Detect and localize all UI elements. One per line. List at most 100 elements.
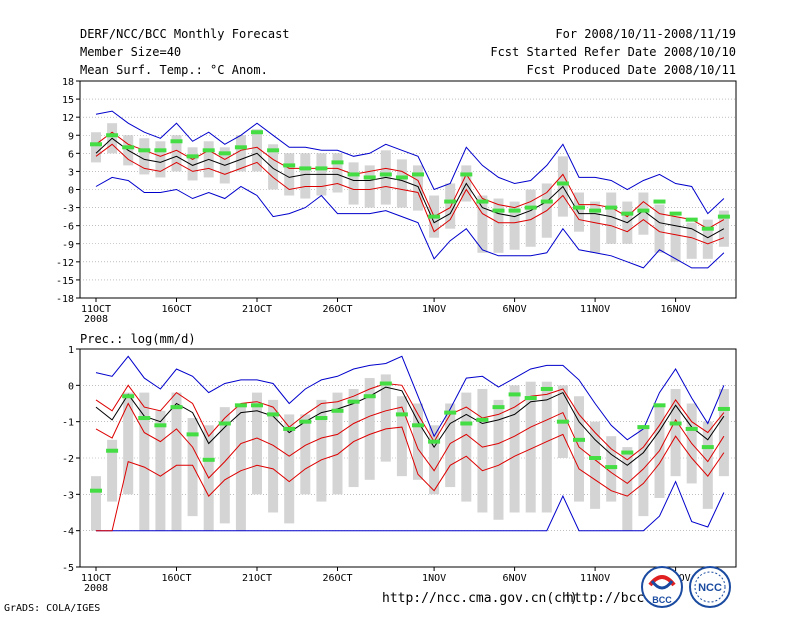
y-tick-label: -5 xyxy=(62,563,74,574)
ensemble-bar xyxy=(171,135,182,172)
chart-panel-1: 18 15 12 9 6 3 0 -3 -6 -9 -12 -15 -18 11OCT 16OCT 21OCT… xyxy=(56,77,737,325)
median-marker xyxy=(701,226,714,231)
median-marker xyxy=(428,214,441,219)
median-marker xyxy=(122,145,135,150)
median-marker xyxy=(283,426,296,431)
x-tick-label: 6NOV xyxy=(503,304,527,315)
y-tick-label: -18 xyxy=(56,294,74,305)
year-label: 2008 xyxy=(84,314,108,325)
median-marker xyxy=(621,211,634,216)
series-line-max xyxy=(95,110,725,215)
median-marker xyxy=(717,406,730,411)
median-marker xyxy=(218,421,231,426)
median-marker xyxy=(685,217,698,222)
ensemble-bar xyxy=(396,159,407,208)
median-marker xyxy=(234,145,247,150)
median-marker xyxy=(492,405,505,410)
ensemble-bar xyxy=(638,425,649,517)
x-tick-label: 6NOV xyxy=(503,573,527,584)
series-line-mean_minus_2sd xyxy=(96,426,725,532)
ensemble-bar xyxy=(638,192,649,235)
ensemble-bar xyxy=(413,403,423,480)
x-tick-label: 26OCT xyxy=(322,304,352,315)
series-line-max xyxy=(95,355,725,441)
ensemble-bar xyxy=(91,132,101,163)
median-marker xyxy=(395,175,408,180)
median-marker xyxy=(90,488,102,493)
ensemble-bar xyxy=(525,189,536,247)
median-marker xyxy=(251,403,263,408)
ensemble-bar xyxy=(155,410,166,531)
ensemble-bar xyxy=(187,147,198,181)
ensemble-bar xyxy=(235,135,246,172)
median-marker xyxy=(106,448,119,453)
series-line-mean_minus_sd xyxy=(95,143,725,245)
ensemble-bar xyxy=(461,392,472,502)
median-marker xyxy=(299,419,312,424)
median-marker xyxy=(186,154,199,159)
ensemble-bar xyxy=(493,399,504,520)
median-marker xyxy=(299,166,312,171)
ensemble-bar xyxy=(348,388,359,488)
median-marker xyxy=(218,151,231,156)
ensemble-bar xyxy=(364,165,375,208)
ensemble-bar xyxy=(525,381,536,513)
ensemble-bar xyxy=(171,392,182,531)
x-tick-label: 11OCT xyxy=(81,304,111,315)
y-tick-label: 0 xyxy=(68,381,74,392)
median-marker xyxy=(589,456,602,460)
series-line-min xyxy=(95,176,725,269)
ensemble-bar xyxy=(654,204,665,253)
median-marker xyxy=(476,199,489,204)
x-tick-label: 16NOV xyxy=(661,304,691,315)
ensemble-bar xyxy=(332,153,343,193)
y-tick-label: -9 xyxy=(62,240,74,251)
median-marker xyxy=(476,417,489,422)
median-marker xyxy=(315,166,328,171)
median-marker xyxy=(331,160,344,165)
ensemble-bar xyxy=(139,392,150,531)
y-tick-label: 9 xyxy=(68,131,74,142)
median-marker xyxy=(202,457,215,462)
y-tick-label: -12 xyxy=(56,258,74,269)
median-marker xyxy=(363,175,376,180)
ensemble-bar xyxy=(574,396,584,502)
y-tick-label: 15 xyxy=(62,95,74,106)
series-line-mean_plus_sd xyxy=(95,382,725,461)
ensemble-bar xyxy=(268,144,279,190)
grads-credit: GrADS: COLA/IGES xyxy=(4,603,101,614)
median-marker xyxy=(524,205,537,210)
median-marker xyxy=(444,410,457,415)
median-marker xyxy=(540,199,553,204)
ensemble-bar xyxy=(252,129,262,172)
ensemble-bar xyxy=(493,198,504,253)
median-marker xyxy=(685,426,698,431)
median-marker xyxy=(267,412,280,417)
ensemble-bar xyxy=(284,414,295,524)
median-marker xyxy=(234,403,247,408)
median-marker xyxy=(428,439,441,444)
x-tick-label: 21OCT xyxy=(242,573,272,584)
median-marker xyxy=(122,394,135,399)
ensemble-bar xyxy=(91,476,101,531)
ensemble-bar xyxy=(332,392,343,495)
y-tick-label: -2 xyxy=(62,454,74,465)
median-marker xyxy=(412,172,424,177)
ensemble-bar xyxy=(187,418,198,517)
ensemble-bar xyxy=(300,414,311,495)
median-marker xyxy=(637,208,650,213)
ensemble-bar xyxy=(413,165,423,211)
bcc-url-link[interactable]: http://bcc.c xyxy=(566,591,660,606)
forecast-period: For 2008/10/11-2008/11/19 xyxy=(555,27,736,41)
ensemble-bar xyxy=(477,195,488,253)
forecast-start-date: Fcst Started Refer Date 2008/10/10 xyxy=(490,45,736,59)
y-tick-label: -15 xyxy=(56,276,74,287)
median-marker xyxy=(363,394,376,399)
median-marker xyxy=(138,148,151,153)
y-tick-label: -6 xyxy=(62,222,74,233)
ensemble-bar xyxy=(155,141,166,178)
ncc-url-link[interactable]: http://ncc.cma.gov.cn(ch) xyxy=(382,591,578,606)
median-marker xyxy=(508,392,521,397)
ensemble-bar xyxy=(235,403,246,531)
